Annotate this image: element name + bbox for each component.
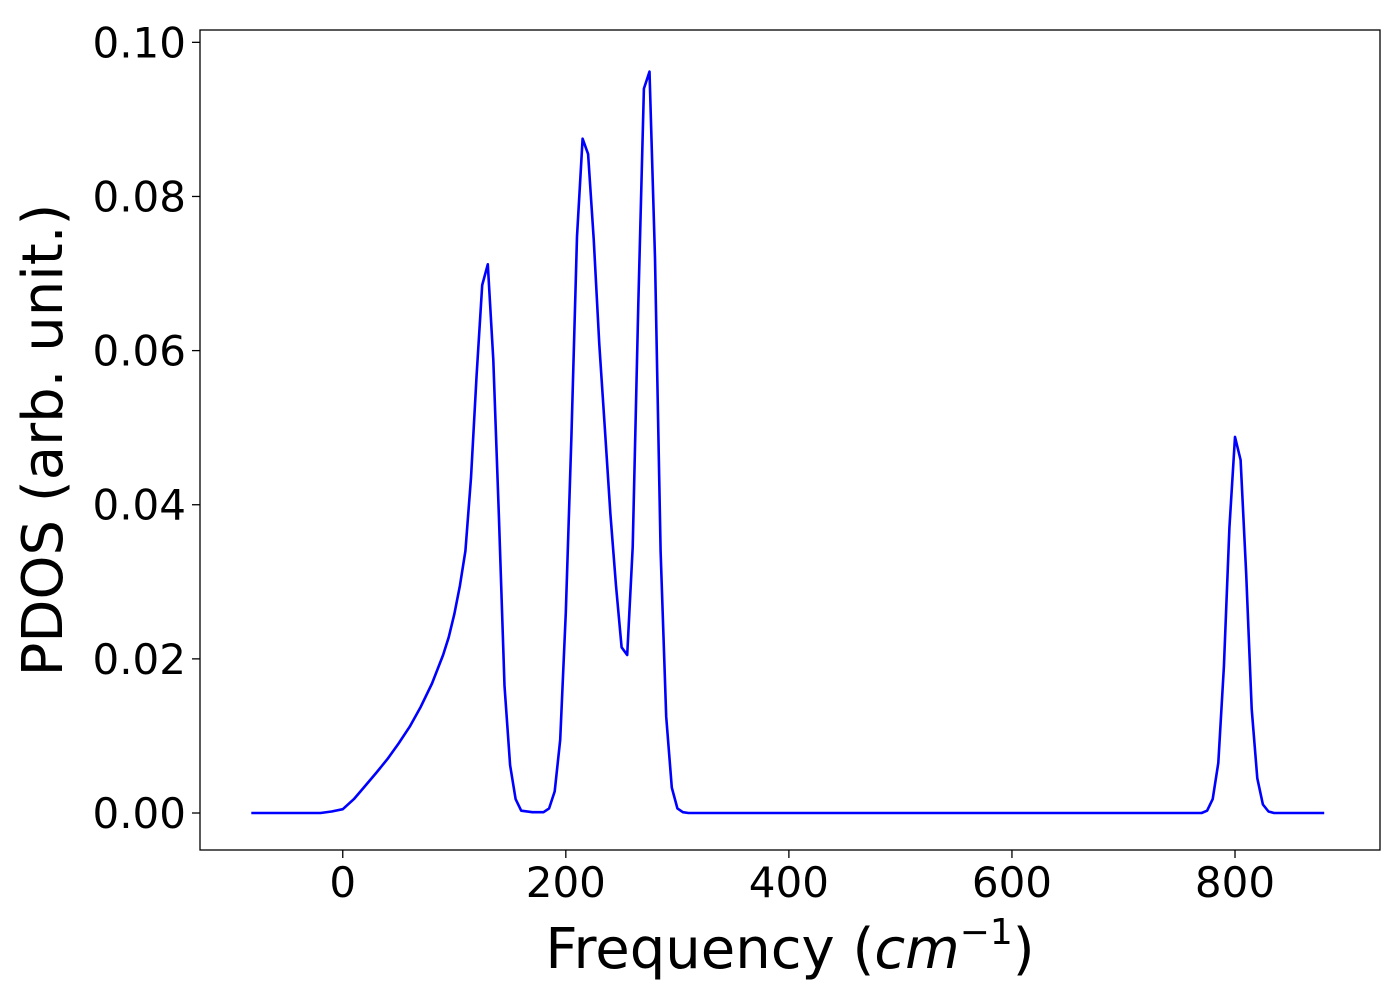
- y-tick-label: 0.02: [92, 635, 186, 684]
- x-axis-label-exponent: −1: [960, 912, 1013, 953]
- x-axis-label-close: ): [1013, 917, 1035, 982]
- series-layer: [251, 70, 1325, 815]
- y-tick-label: 0.08: [92, 172, 186, 221]
- x-tick-label: 400: [749, 858, 829, 907]
- x-tick-label: 0: [329, 858, 356, 907]
- plot-frame: [199, 29, 1381, 851]
- x-axis-label-unit: cm: [874, 917, 959, 982]
- series-line: [251, 70, 1325, 815]
- x-tick-label: 600: [972, 858, 1052, 907]
- y-tick-label: 0.04: [92, 481, 186, 530]
- y-tick-label: 0.06: [92, 327, 186, 376]
- y-axis-label: PDOS (arb. unit.): [11, 204, 76, 677]
- x-axis-label: Frequency (cm−1): [545, 912, 1034, 982]
- y-tick-label: 0.10: [92, 18, 186, 67]
- y-tick-label: 0.00: [92, 789, 186, 838]
- x-tick-label: 200: [526, 858, 606, 907]
- x-tick-label: 800: [1195, 858, 1275, 907]
- x-axis-label-text: Frequency (: [545, 917, 874, 982]
- ticks-layer: 0 200 400 600 800 0.00 0.02 0.04 0.06 0.08 0.10: [92, 18, 1275, 907]
